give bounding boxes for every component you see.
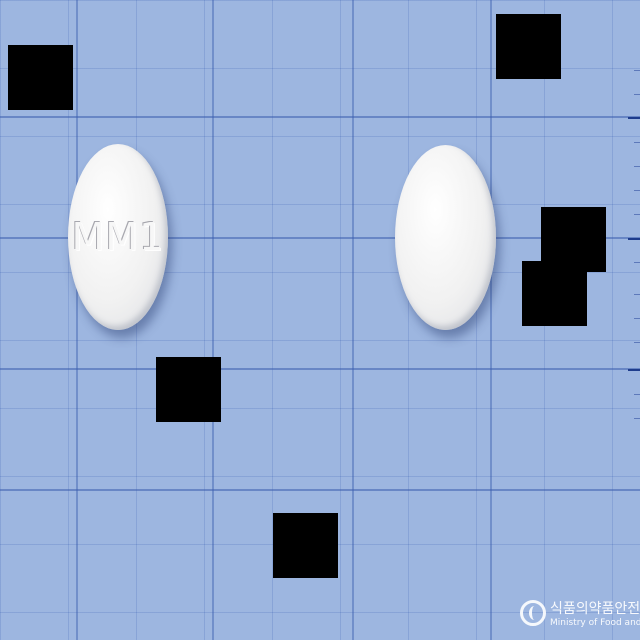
ruler-scale <box>626 0 640 640</box>
watermark: 식품의약품안전처 Ministry of Food and Drug S <box>520 596 640 640</box>
ruler-tick <box>634 94 640 95</box>
grid-line <box>0 368 640 370</box>
ruler-tick <box>634 418 640 419</box>
grid-line <box>0 489 640 491</box>
grid-line <box>212 0 214 640</box>
ruler-tick <box>634 394 640 395</box>
redaction-box <box>522 261 587 326</box>
ruler-tick <box>634 318 640 319</box>
tablet-back <box>395 145 496 330</box>
redaction-box <box>156 357 221 422</box>
watermark-org-english: Ministry of Food and Drug S <box>550 618 640 628</box>
grid-line <box>76 0 78 640</box>
ruler-tick <box>634 342 640 343</box>
grid-line <box>0 116 640 118</box>
ruler-tick <box>634 262 640 263</box>
ruler-tick <box>634 294 640 295</box>
watermark-org-korean: 식품의약품안전처 <box>550 601 640 617</box>
grid-line <box>0 237 640 239</box>
ruler-tick <box>628 369 640 371</box>
ruler-tick <box>634 142 640 143</box>
ruler-tick <box>634 190 640 191</box>
ruler-tick <box>628 117 640 119</box>
redaction-box <box>273 513 338 578</box>
ruler-tick <box>634 214 640 215</box>
ruler-tick <box>634 70 640 71</box>
ruler-tick <box>628 238 640 240</box>
grid-line <box>490 0 492 640</box>
grid-line <box>352 0 354 640</box>
ministry-logo-icon <box>520 600 546 626</box>
redaction-box <box>496 14 561 79</box>
tablet-imprint: MM1 <box>71 215 165 259</box>
ruler-tick <box>634 166 640 167</box>
redaction-box <box>8 45 73 110</box>
tablet-front: MM1 <box>68 144 168 330</box>
